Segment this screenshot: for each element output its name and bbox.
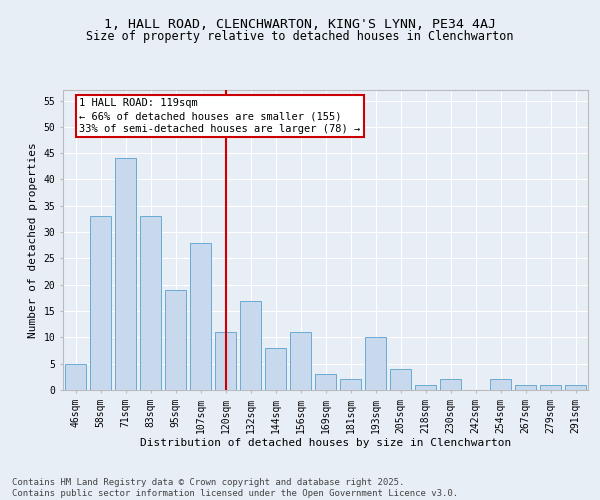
Bar (240, 300, 261, 390)
Bar (65, 364, 86, 390)
Bar (390, 369, 411, 390)
Bar (540, 384, 561, 390)
Bar (315, 374, 336, 390)
Bar (90, 216, 111, 390)
Bar (365, 338, 386, 390)
Bar (515, 384, 536, 390)
Bar (140, 216, 161, 390)
Y-axis label: Number of detached properties: Number of detached properties (28, 142, 38, 338)
Bar (340, 380, 361, 390)
X-axis label: Distribution of detached houses by size in Clenchwarton: Distribution of detached houses by size … (140, 438, 511, 448)
Bar (165, 290, 186, 390)
Bar (490, 380, 511, 390)
Bar (190, 242, 211, 390)
Text: Size of property relative to detached houses in Clenchwarton: Size of property relative to detached ho… (86, 30, 514, 43)
Bar (290, 332, 311, 390)
Text: Contains HM Land Registry data © Crown copyright and database right 2025.
Contai: Contains HM Land Registry data © Crown c… (12, 478, 458, 498)
Text: 1 HALL ROAD: 119sqm
← 66% of detached houses are smaller (155)
33% of semi-detac: 1 HALL ROAD: 119sqm ← 66% of detached ho… (79, 98, 361, 134)
Bar (215, 332, 236, 390)
Bar (265, 348, 286, 390)
Bar (440, 380, 461, 390)
Bar (115, 158, 136, 390)
Bar (415, 384, 436, 390)
Bar (565, 384, 586, 390)
Text: 1, HALL ROAD, CLENCHWARTON, KING'S LYNN, PE34 4AJ: 1, HALL ROAD, CLENCHWARTON, KING'S LYNN,… (104, 18, 496, 30)
